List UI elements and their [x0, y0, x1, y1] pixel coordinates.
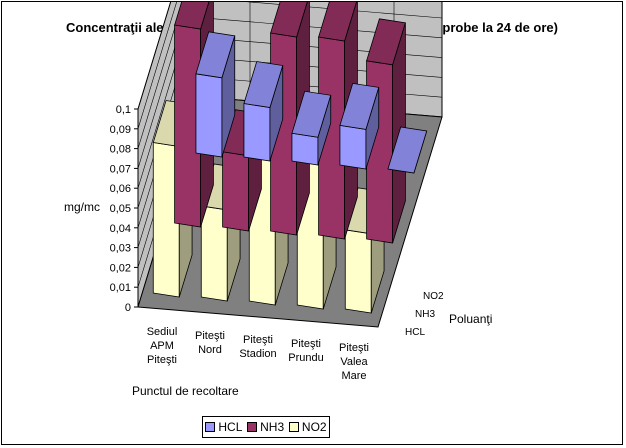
bar-hcl-4: [387, 126, 428, 174]
legend-item-hcl: HCL: [205, 420, 242, 434]
legend-label-hcl: HCL: [218, 420, 243, 434]
x-axis-label: Punctul de recoltare: [132, 384, 239, 398]
legend-label-nh3: NH3: [260, 420, 285, 434]
depth-tick-label: NO2: [423, 291, 444, 302]
legend-item-nh3: NH3: [247, 420, 284, 434]
bar-hcl-3: [339, 82, 380, 170]
y-tick-label: 0,05: [110, 203, 131, 215]
x-tick-label: Piteşti Prundu: [288, 338, 323, 364]
legend-swatch-hcl: [205, 422, 216, 432]
x-tick-label: Piteşti Nord: [195, 330, 225, 356]
gridline: [137, 2, 196, 189]
y-tick-label: 0,01: [110, 282, 131, 294]
bar-nh3-0: [174, 2, 214, 228]
x-tick-label: Piteşti Stadion: [239, 334, 276, 360]
y-tick-label: 0,03: [110, 243, 131, 255]
gridline: [137, 2, 183, 149]
x-tick-label: Sediul APM Piteşti: [147, 326, 178, 366]
x-tick-label: Piteşti Valea Mare: [339, 342, 369, 382]
legend-swatch-no2: [288, 422, 299, 432]
depth-tick-label: NH3: [415, 309, 435, 320]
legend-label-no2: NO2: [301, 420, 327, 434]
gridline: [137, 2, 177, 129]
y-tick-label: 0,1: [116, 104, 131, 116]
y-tick-label: 0: [125, 302, 131, 314]
gridline: [137, 2, 171, 110]
depth-tick-label: HCL: [405, 327, 425, 338]
y-axis-label: mg/mc: [64, 200, 100, 214]
legend-swatch-nh3: [247, 422, 258, 432]
bar-hcl-1: [243, 61, 284, 162]
depth-axis-label: Poluanţi: [449, 312, 493, 326]
plot-area: 0 0,01 0,02 0,03 0,04 0,05 0,06 0,07 0,08 0,09 0,1…: [110, 2, 444, 382]
legend: HCL NH3 NO2: [202, 416, 330, 438]
bar-hcl-2: [291, 90, 332, 166]
gridline: [137, 2, 190, 169]
y-tick-label: 0,08: [110, 144, 131, 156]
bar-hcl-0: [195, 31, 236, 158]
y-tick-label: 0,06: [110, 183, 131, 195]
y-tick-label: 0,02: [110, 262, 131, 274]
y-tick-label: 0,04: [110, 223, 131, 235]
y-tick-label: 0,07: [110, 163, 131, 175]
y-tick-label: 0,09: [110, 124, 131, 136]
bar-nh3-3: [318, 2, 358, 240]
legend-item-no2: NO2: [288, 420, 327, 434]
